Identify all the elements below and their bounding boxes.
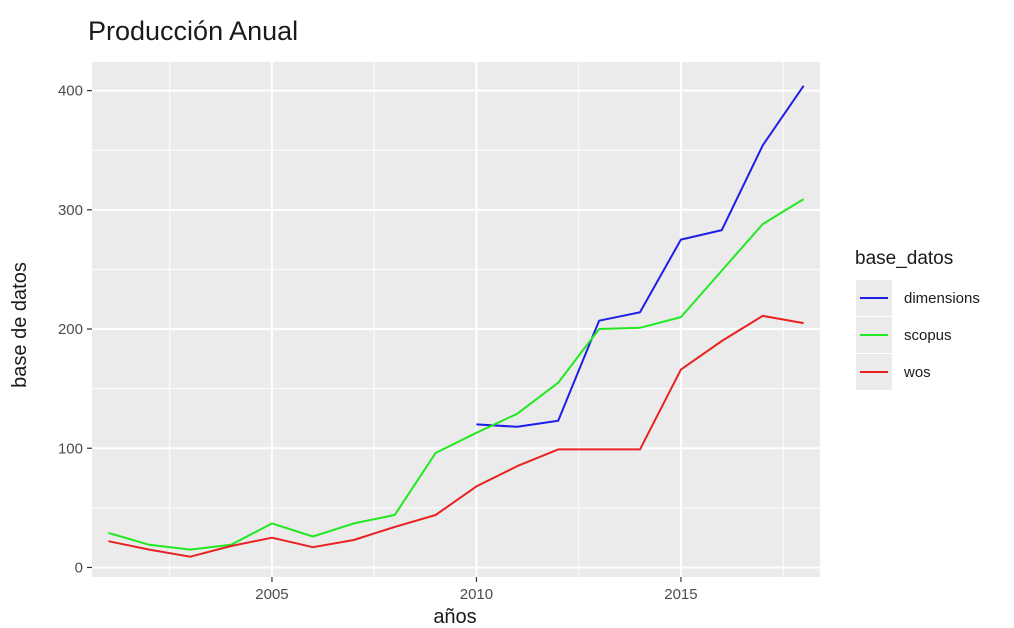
major-gridlines (92, 62, 820, 577)
x-axis-title: años (433, 606, 476, 628)
y-tick-label: 300 (58, 202, 83, 219)
plot-panel (92, 62, 820, 577)
axis-ticks: 2005 2010 2015 0 100 200 300 400 (58, 83, 698, 603)
x-tick-label: 2015 (664, 586, 697, 603)
x-tick-label: 2010 (460, 586, 493, 603)
minor-gridlines (92, 62, 820, 577)
y-axis-title: base de datos (9, 262, 31, 388)
y-tick-label: 0 (75, 559, 83, 576)
legend-label-wos: wos (903, 364, 931, 381)
series-line-wos (108, 314, 804, 558)
legend: base_datos dimensions scopus wos (855, 248, 980, 390)
series-line-scopus (108, 198, 805, 551)
legend-items: dimensions scopus wos (856, 280, 980, 390)
y-tick-label: 400 (58, 83, 83, 100)
series-lines (108, 85, 805, 558)
series-line-dimensions (476, 85, 805, 428)
legend-label-scopus: scopus (904, 327, 952, 344)
y-tick-label: 100 (58, 440, 83, 457)
chart-title: Producción Anual (88, 16, 298, 46)
y-tick-label: 200 (58, 321, 83, 338)
legend-label-dimensions: dimensions (904, 290, 980, 307)
legend-title: base_datos (855, 248, 953, 269)
x-tick-label: 2005 (255, 586, 288, 603)
